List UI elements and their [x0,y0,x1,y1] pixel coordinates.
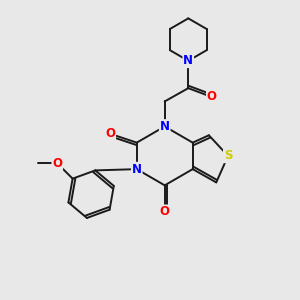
Text: O: O [52,157,62,170]
Text: N: N [160,120,170,133]
Text: O: O [207,91,217,103]
Text: S: S [224,149,232,162]
Text: O: O [105,127,115,140]
Text: N: N [183,54,193,67]
Text: O: O [160,205,170,218]
Text: N: N [132,163,142,176]
